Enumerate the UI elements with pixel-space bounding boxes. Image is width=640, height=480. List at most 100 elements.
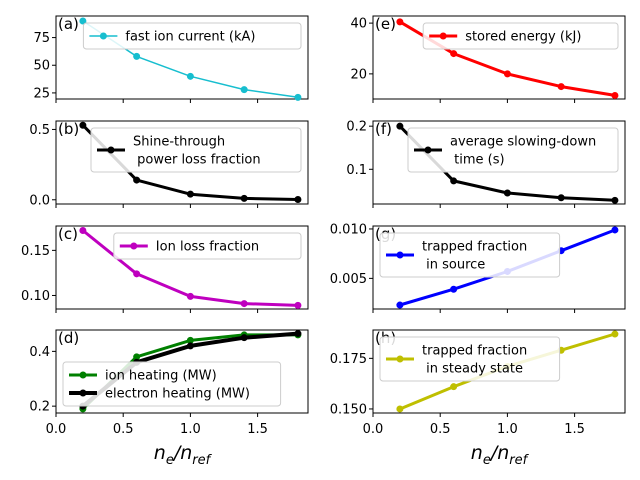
panel-f: 0.1 0.2 (f) average slowing-down time (s) (346, 120, 626, 208)
data-point (240, 86, 248, 94)
x-axis-label: ne/nref (154, 442, 213, 468)
data-point (294, 330, 302, 338)
panel-e: 20 40 (e) stored energy (kJ) (350, 15, 626, 103)
x-tick-label: 0.0 (363, 422, 384, 437)
legend-label: trapped fraction (422, 344, 527, 359)
x-tick-label: 0.5 (113, 422, 134, 437)
legend-label: fast ion current (kA) (125, 30, 255, 45)
x-tick-label: 1.0 (180, 422, 201, 437)
legend-frame (113, 232, 302, 260)
legend: Ion loss fraction (113, 232, 302, 260)
data-point (294, 301, 302, 309)
y-tick-label: 75 (33, 31, 50, 46)
y-tick-label: 25 (33, 86, 50, 101)
panel-label: (d) (58, 329, 79, 347)
panel-c: 0.10 0.15 (c) Ion loss fraction (21, 225, 309, 313)
y-tick-label: 50 (33, 59, 50, 74)
panel-label: (e) (375, 15, 396, 33)
legend-label: electron heating (MW) (105, 387, 250, 402)
legend: stored energy (kJ) (422, 22, 619, 50)
legend-marker (424, 146, 432, 154)
data-point (240, 334, 248, 342)
data-point (186, 292, 194, 300)
legend: ion heating (MW) electron heating (MW) (62, 361, 282, 407)
y-tick-label: 0.10 (21, 289, 50, 304)
legend: Shine-through power loss fraction (90, 127, 302, 173)
y-tick-label: 0.1 (346, 163, 367, 178)
panel-label: (c) (58, 225, 78, 243)
panel-label: (a) (58, 15, 79, 33)
legend-label: in source (422, 258, 485, 273)
legend-label: stored energy (kJ) (465, 30, 581, 45)
legend-frame (82, 22, 302, 50)
legend-label: Shine-through (133, 135, 225, 150)
data-point (186, 190, 194, 198)
legend-marker (130, 242, 138, 250)
data-point (133, 52, 141, 60)
legend-frame (422, 22, 619, 50)
data-point (611, 91, 619, 99)
legend-marker (439, 32, 447, 40)
data-point (186, 342, 194, 350)
data-point (79, 17, 87, 25)
data-point (503, 70, 511, 78)
legend-marker (79, 389, 87, 397)
x-tick-label: 0.0 (46, 422, 67, 437)
legend-label: trapped fraction (422, 240, 527, 255)
y-tick-label: 20 (350, 67, 367, 82)
legend-frame (62, 361, 282, 407)
legend-frame (90, 127, 302, 173)
y-tick-label: 0.0 (29, 193, 50, 208)
data-point (240, 194, 248, 202)
data-point (611, 330, 619, 338)
x-tick-label: 1.5 (564, 422, 585, 437)
legend-label: power loss fraction (133, 153, 261, 168)
y-tick-label: 0.2 (29, 400, 50, 415)
data-point (294, 195, 302, 203)
legend-label: in steady state (422, 362, 523, 377)
data-point (450, 50, 458, 58)
y-tick-label: 0.010 (330, 222, 367, 237)
legend-frame (407, 127, 619, 173)
data-point (450, 177, 458, 185)
x-tick-label: 1.5 (247, 422, 268, 437)
x-axis-label: ne/nref (471, 442, 530, 468)
y-tick-label: 0.15 (21, 244, 50, 259)
y-tick-label: 0.5 (29, 123, 50, 138)
data-point (294, 93, 302, 101)
panel-b: 0.0 0.5 (b) Shine-through power loss fracti… (29, 120, 309, 208)
data-point (557, 83, 565, 91)
y-tick-label: 0.175 (330, 352, 367, 367)
data-point (396, 122, 404, 130)
data-point (396, 18, 404, 26)
legend-marker (396, 251, 404, 259)
data-point (186, 72, 194, 80)
legend-label: average slowing-down (450, 135, 596, 150)
data-point (396, 301, 404, 309)
legend-marker (396, 355, 404, 363)
legend-label: ion heating (MW) (105, 369, 217, 384)
legend-label: Ion loss fraction (156, 240, 259, 255)
y-tick-label: 0.2 (346, 120, 367, 135)
legend-frame (379, 232, 561, 278)
data-point (557, 194, 565, 202)
data-point (133, 270, 141, 278)
legend: trapped fraction in steady state (379, 336, 561, 382)
x-tick-label: 0.5 (430, 422, 451, 437)
legend-frame (379, 336, 561, 382)
legend-marker (79, 371, 87, 379)
y-tick-label: 0.150 (330, 402, 367, 417)
data-point (611, 196, 619, 204)
x-tick-label: 1.0 (497, 422, 518, 437)
data-point (450, 383, 458, 391)
legend: average slowing-down time (s) (407, 127, 619, 173)
panel-label: (b) (58, 120, 79, 138)
panel-label: (f) (375, 120, 392, 138)
legend-marker (107, 146, 115, 154)
legend: trapped fraction in source (379, 232, 561, 278)
data-point (450, 285, 458, 293)
data-point (79, 121, 87, 129)
